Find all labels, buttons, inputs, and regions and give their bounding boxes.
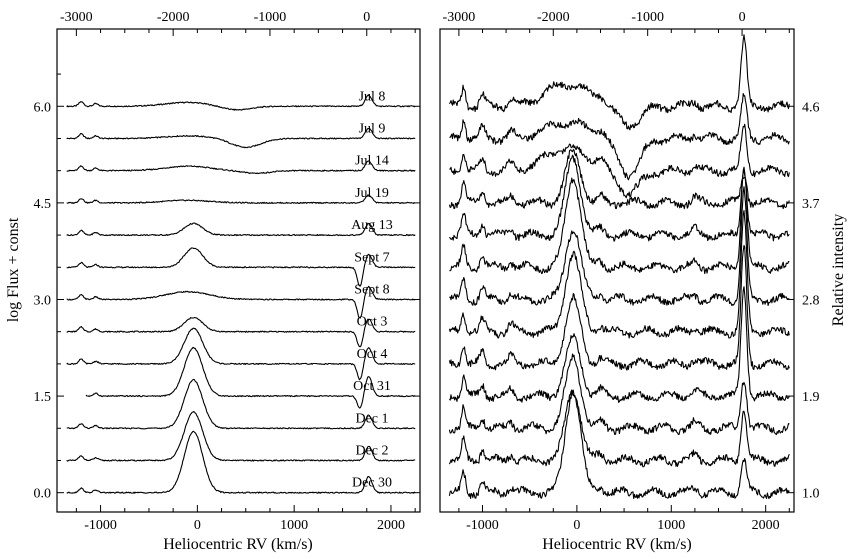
left-spectrum-jul-8 — [66, 94, 416, 111]
right-spectrum-sept-8 — [449, 186, 790, 307]
left-spectrum-dec-1 — [66, 378, 416, 430]
epoch-label: Dec 30 — [352, 476, 392, 491]
left-spectrum-jul-9 — [66, 127, 416, 149]
right-y-tick-label: 1.0 — [802, 487, 820, 502]
left-spectrum-dec-2 — [66, 411, 416, 462]
left-y-axis-label: log Flux + const — [5, 217, 22, 322]
left-top-tick-label: -1000 — [254, 10, 287, 25]
right-spectrum-jul-9 — [449, 93, 790, 181]
right-x-axis-label: Heliocentric RV (km/s) — [542, 536, 692, 553]
left-y-tick-label: 1.5 — [34, 390, 52, 405]
right-panel-frame — [439, 28, 795, 513]
right-spectrum-dec-30 — [448, 391, 790, 500]
left-top-tick-label: -3000 — [60, 10, 93, 25]
epoch-label: Oct 31 — [353, 379, 391, 394]
left-x-tick-label: 2000 — [377, 518, 405, 533]
left-spectrum-oct-3 — [66, 316, 416, 348]
left-x-tick-label: 1000 — [280, 518, 308, 533]
epoch-label: Oct 4 — [357, 347, 388, 362]
epoch-label: Jul 9 — [359, 121, 386, 136]
right-top-tick-label: -3000 — [443, 10, 476, 25]
right-x-tick-label: -1000 — [466, 518, 499, 533]
right-top-tick-label: -2000 — [537, 10, 570, 25]
right-spectrum-oct-3 — [448, 209, 790, 339]
left-top-tick-label: -2000 — [157, 10, 190, 25]
left-y-tick-label: 4.5 — [34, 197, 52, 212]
right-panel: -1000 0 1000 2000 -3000 -2000 -1000 0 1.0 1.9 2.8 3… — [443, 10, 820, 533]
left-y-tick-label: 0.0 — [34, 487, 52, 502]
epoch-label: Sept 7 — [354, 250, 389, 265]
right-y-tick-label: 3.7 — [802, 197, 820, 212]
right-spectrum-jul-14 — [449, 123, 790, 199]
right-spectrum-jul-19 — [448, 149, 790, 210]
right-x-tick-label: 1000 — [657, 518, 685, 533]
epoch-label: Dec 2 — [355, 443, 388, 458]
left-y-tick-label: 6.0 — [34, 100, 52, 115]
right-x-tick-label: 0 — [573, 518, 580, 533]
epoch-label: Dec 1 — [355, 411, 388, 426]
left-spectrum-sept-8 — [66, 285, 416, 319]
left-x-tick-label: -1000 — [84, 518, 117, 533]
left-panel: -1000 0 1000 2000 -3000 -2000 -1000 0 0.0 1.5 3.0 4… — [34, 10, 420, 533]
right-y-tick-label: 2.8 — [802, 293, 820, 308]
epoch-label: Jul 8 — [359, 89, 386, 104]
left-spectrum-oct-31 — [85, 346, 416, 409]
right-spectrum-oct-4 — [448, 244, 790, 371]
right-y-tick-label: 1.9 — [802, 390, 820, 405]
right-y-axis-label: Relative intensity — [830, 214, 847, 326]
right-spectrum-dec-2 — [448, 389, 790, 468]
left-panel-frame — [56, 28, 421, 513]
left-x-tick-label: 0 — [194, 518, 201, 533]
epoch-label: Aug 13 — [351, 218, 393, 233]
left-spectrum-aug-13 — [66, 222, 416, 237]
epoch-label: Jul 19 — [355, 186, 389, 201]
right-top-tick-label: -1000 — [631, 10, 664, 25]
right-spectrum-aug-13 — [448, 154, 790, 242]
left-spectrum-sept-7 — [66, 247, 416, 287]
right-spectrum-oct-31 — [448, 286, 790, 403]
epoch-label: Sept 8 — [354, 282, 389, 297]
right-x-tick-label: 2000 — [752, 518, 780, 533]
left-spectrum-dec-30 — [66, 430, 416, 494]
right-spectrum-jul-8 — [448, 34, 790, 131]
left-spectrum-oct-4 — [66, 327, 416, 381]
left-spectrum-jul-19 — [66, 194, 416, 204]
right-top-tick-label: 0 — [739, 10, 746, 25]
left-spectrum-jul-14 — [66, 160, 416, 175]
left-x-axis-label: Heliocentric RV (km/s) — [163, 536, 313, 553]
right-y-tick-label: 4.6 — [802, 100, 820, 115]
left-y-tick-label: 3.0 — [34, 293, 52, 308]
left-top-tick-label: 0 — [363, 10, 370, 25]
right-spectrum-sept-7 — [449, 166, 790, 275]
right-spectrum-dec-1 — [448, 353, 790, 436]
epoch-label: Oct 3 — [357, 315, 388, 330]
epoch-label: Jul 14 — [355, 154, 389, 169]
